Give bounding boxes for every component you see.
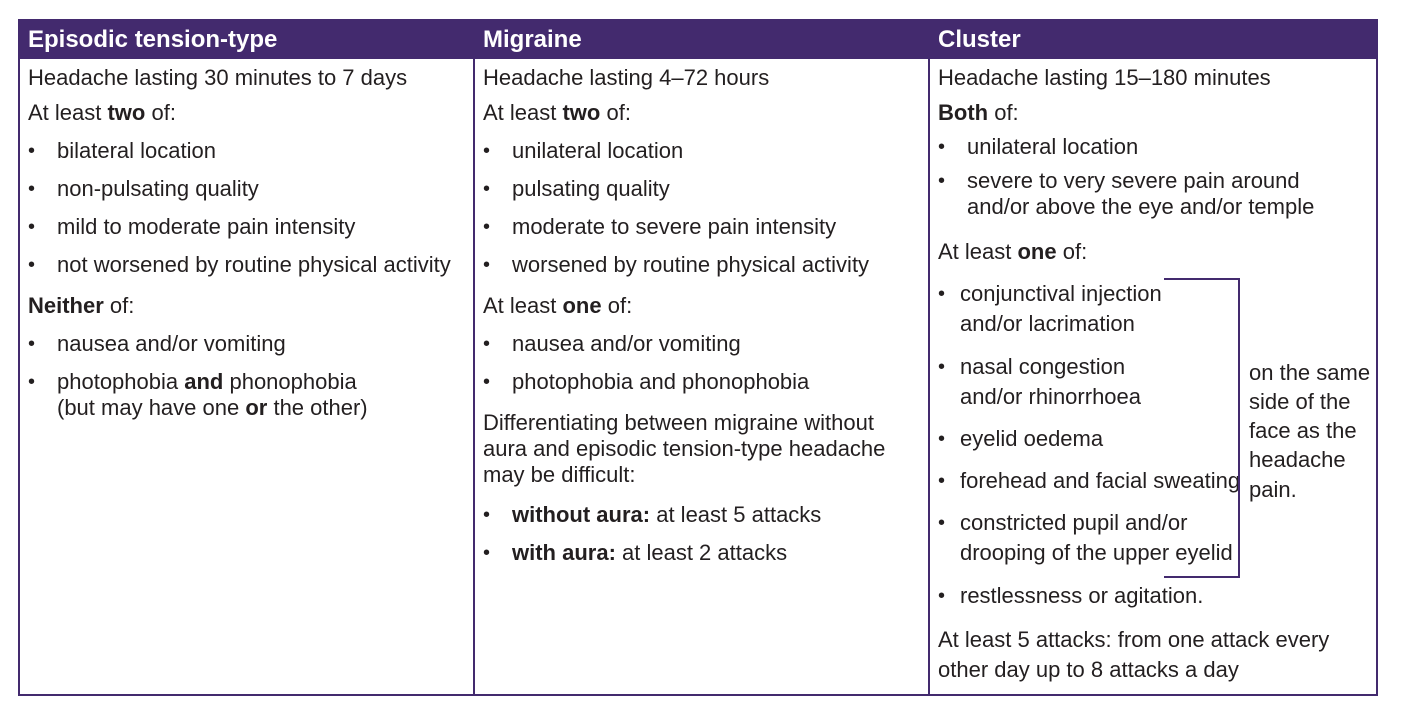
duration-text: Headache lasting 15–180 minutes [938, 65, 1271, 90]
differentiating-note: Differentiating between migraine without [483, 410, 874, 435]
list-item: moderate to severe pain intensity [512, 214, 837, 239]
same-side-note: on the same [1249, 360, 1371, 385]
bullet: • [483, 371, 491, 393]
header-migraine: Migraine [475, 21, 930, 59]
bullet: • [483, 178, 491, 200]
column-divider [928, 21, 930, 694]
list-item: nausea and/or vomiting [512, 331, 741, 356]
list-item: restlessness or agitation. [960, 583, 1204, 608]
list-item: constricted pupil and/or [960, 510, 1188, 535]
list-item: without aura: at least 5 attacks [512, 502, 822, 527]
list-item: severe to very severe pain around [967, 168, 1300, 193]
attacks-note: At least 5 attacks: from one attack ever… [938, 627, 1330, 652]
column-migraine: Headache lasting 4–72 hours At least two… [483, 59, 923, 689]
list-item: non-pulsating quality [57, 176, 259, 201]
list-item: nasal congestion [960, 354, 1126, 379]
list-item: pulsating quality [512, 176, 670, 201]
column-episodic-tension-type: Headache lasting 30 minutes to 7 days At… [28, 59, 468, 689]
list-item: eyelid oedema [960, 426, 1104, 451]
bullet: • [938, 512, 946, 534]
header-episodic-tension-type: Episodic tension-type [20, 21, 475, 59]
criteria-heading: At least one of: [483, 293, 633, 318]
attacks-note: other day up to 8 attacks a day [938, 657, 1239, 682]
bullet: • [938, 356, 946, 378]
header-cluster: Cluster [930, 21, 1378, 59]
same-side-bracket [1164, 278, 1240, 578]
bullet: • [483, 542, 491, 564]
bullet: • [28, 333, 36, 355]
bullet: • [28, 140, 36, 162]
same-side-note: headache [1249, 447, 1346, 472]
bullet: • [938, 170, 946, 192]
criteria-heading: At least two of: [483, 100, 631, 125]
list-item: photophobia and phonophobia [512, 369, 810, 394]
duration-text: Headache lasting 4–72 hours [483, 65, 770, 90]
neither-heading: Neither of: [28, 293, 135, 318]
bullet: • [938, 428, 946, 450]
criteria-heading: At least two of: [28, 100, 176, 125]
bullet: • [483, 254, 491, 276]
duration-text: Headache lasting 30 minutes to 7 days [28, 65, 408, 90]
list-item-continuation: and/or above the eye and/or temple [967, 194, 1315, 219]
list-item: bilateral location [57, 138, 216, 163]
list-item-continuation: drooping of the upper eyelid [960, 540, 1233, 565]
bullet: • [938, 283, 946, 305]
list-item-continuation: and/or lacrimation [960, 311, 1135, 336]
list-item-continuation: (but may have one or the other) [57, 395, 368, 420]
headache-criteria-table: Episodic tension-type Migraine Cluster H… [18, 19, 1378, 696]
differentiating-note: aura and episodic tension-type headache [483, 436, 886, 461]
criteria-heading: Both of: [938, 100, 1019, 125]
list-item: worsened by routine physical activity [512, 252, 870, 277]
bullet: • [28, 254, 36, 276]
bullet: • [483, 504, 491, 526]
list-item-continuation: and/or rhinorrhoea [960, 384, 1142, 409]
list-item: photophobia and phonophobia [57, 369, 357, 394]
same-side-note: face as the [1249, 418, 1357, 443]
list-item: unilateral location [967, 134, 1139, 159]
bullet: • [28, 371, 36, 393]
list-item: not worsened by routine physical activit… [57, 252, 451, 277]
bullet: • [483, 140, 491, 162]
bullet: • [28, 178, 36, 200]
bullet: • [483, 216, 491, 238]
list-item: nausea and/or vomiting [57, 331, 286, 356]
bullet: • [483, 333, 491, 355]
column-divider [473, 21, 475, 694]
differentiating-note: may be difficult: [483, 462, 636, 487]
bullet: • [938, 470, 946, 492]
list-item: forehead and facial sweating [960, 468, 1241, 493]
list-item: with aura: at least 2 attacks [512, 540, 788, 565]
bullet: • [938, 136, 946, 158]
criteria-heading: At least one of: [938, 239, 1088, 264]
column-cluster: Headache lasting 15–180 minutes Both of:… [938, 59, 1372, 689]
same-side-note: pain. [1249, 477, 1297, 502]
same-side-note: side of the [1249, 389, 1351, 414]
list-item: unilateral location [512, 138, 684, 163]
bullet: • [28, 216, 36, 238]
list-item: conjunctival injection [960, 281, 1162, 306]
list-item: mild to moderate pain intensity [57, 214, 356, 239]
bullet: • [938, 585, 946, 607]
